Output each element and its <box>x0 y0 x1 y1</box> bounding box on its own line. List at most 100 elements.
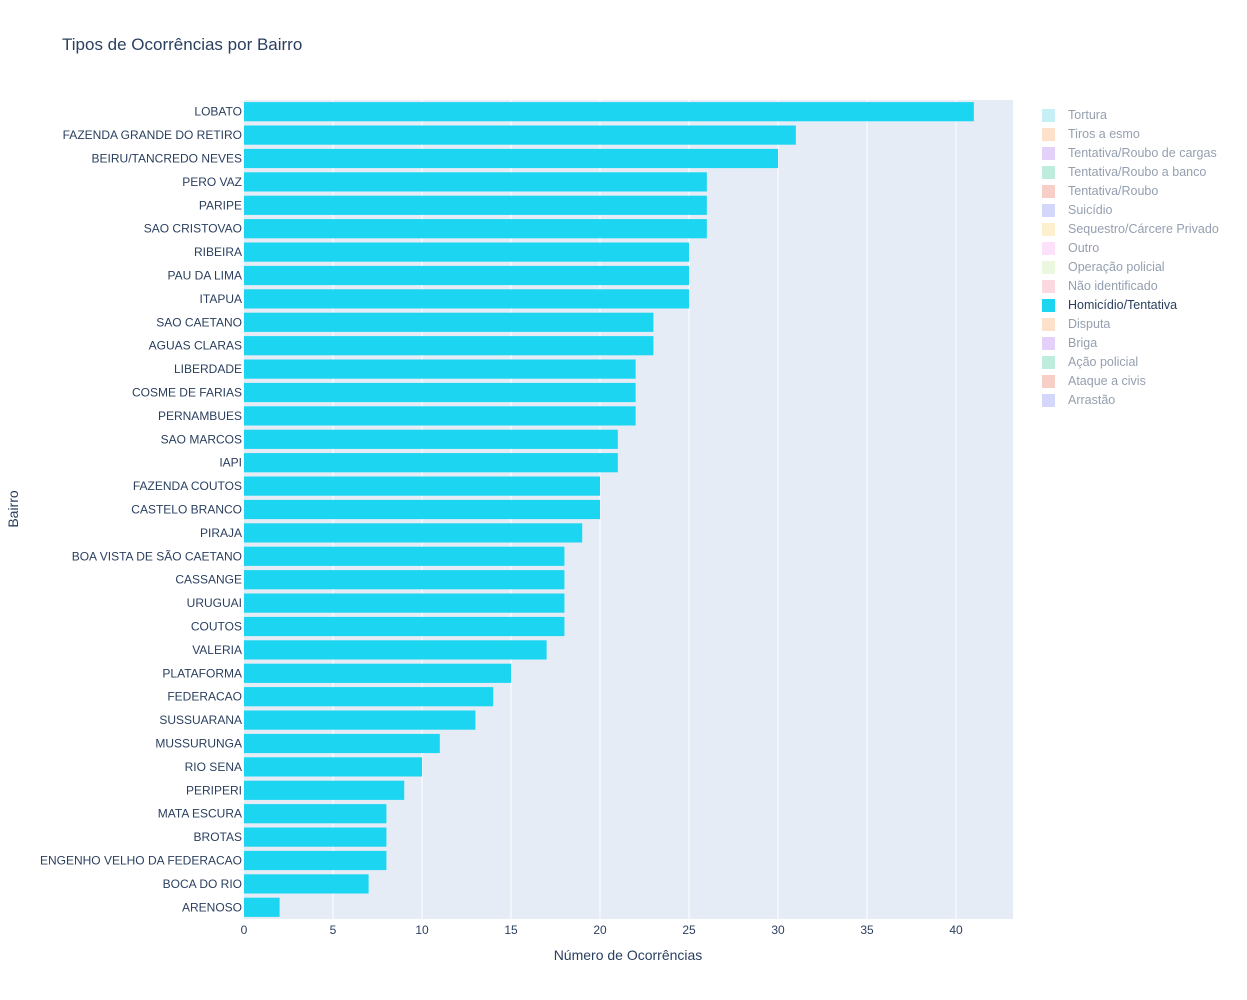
legend-swatch <box>1042 280 1055 293</box>
legend-label: Ataque a civis <box>1068 374 1146 388</box>
legend-item[interactable]: Não identificado <box>1042 279 1158 293</box>
y-tick-label: PAU DA LIMA <box>168 269 242 283</box>
y-tick-label: SAO MARCOS <box>161 432 242 446</box>
legend[interactable]: Tortura Tiros a esmo Tentativa/Roubo de ca… <box>1042 108 1219 407</box>
legend-label: Tentativa/Roubo <box>1068 184 1158 198</box>
y-tick-label: PERNAMBUES <box>158 409 242 423</box>
legend-label: Outro <box>1068 241 1099 255</box>
legend-swatch <box>1042 185 1055 198</box>
legend-item[interactable]: Sequestro/Cárcere Privado <box>1042 222 1219 236</box>
legend-swatch <box>1042 299 1055 312</box>
chart-title: Tipos de Ocorrências por Bairro <box>62 35 302 54</box>
legend-item[interactable]: Tentativa/Roubo <box>1042 184 1158 198</box>
y-tick-label: ENGENHO VELHO DA FEDERACAO <box>40 854 242 868</box>
legend-item[interactable]: Tortura <box>1042 108 1107 122</box>
y-tick-label: SAO CAETANO <box>156 315 242 329</box>
legend-swatch <box>1042 242 1055 255</box>
bar[interactable] <box>244 148 779 169</box>
y-tick-label: VALERIA <box>192 643 242 657</box>
bar[interactable] <box>244 804 387 824</box>
bar[interactable] <box>244 289 690 309</box>
bar[interactable] <box>244 710 476 730</box>
bar[interactable] <box>244 570 565 590</box>
bar[interactable] <box>244 312 654 332</box>
x-tick-label: 0 <box>241 923 248 937</box>
bar[interactable] <box>244 757 423 777</box>
bar[interactable] <box>244 172 707 192</box>
bar[interactable] <box>244 195 707 215</box>
bar[interactable] <box>244 219 707 239</box>
legend-item[interactable]: Tiros a esmo <box>1042 127 1140 141</box>
legend-swatch <box>1042 337 1055 350</box>
legend-label: Tentativa/Roubo a banco <box>1068 165 1206 179</box>
bar[interactable] <box>244 499 601 520</box>
bar[interactable] <box>244 616 565 637</box>
y-tick-label: COUTOS <box>191 620 242 634</box>
bar[interactable] <box>244 546 565 566</box>
legend-item[interactable]: Briga <box>1042 336 1097 350</box>
x-tick-label: 25 <box>682 923 696 937</box>
y-tick-label: AGUAS CLARAS <box>149 339 242 353</box>
legend-item[interactable]: Ação policial <box>1042 355 1138 369</box>
legend-item[interactable]: Suicídio <box>1042 203 1113 217</box>
legend-item[interactable]: Disputa <box>1042 317 1110 331</box>
bar[interactable] <box>244 780 405 800</box>
x-axis-tick-labels: 0 5 10 15 20 25 30 35 40 <box>241 923 963 937</box>
legend-swatch <box>1042 223 1055 236</box>
legend-label: Operação policial <box>1068 260 1165 274</box>
legend-item[interactable]: Tentativa/Roubo de cargas <box>1042 146 1217 160</box>
bar[interactable] <box>244 265 690 286</box>
y-tick-label: IAPI <box>219 456 242 470</box>
x-tick-label: 10 <box>415 923 429 937</box>
legend-label: Homicídio/Tentativa <box>1068 298 1177 312</box>
bar[interactable] <box>244 359 636 379</box>
bar[interactable] <box>244 733 440 754</box>
bar[interactable] <box>244 593 565 613</box>
bar[interactable] <box>244 827 387 847</box>
bar[interactable] <box>244 476 601 496</box>
bar[interactable] <box>244 663 512 683</box>
y-tick-label: URUGUAI <box>187 596 242 610</box>
legend-swatch <box>1042 128 1055 141</box>
bar[interactable] <box>244 336 654 356</box>
bar[interactable] <box>244 897 280 917</box>
y-tick-label: FEDERACAO <box>167 690 242 704</box>
y-tick-label: LOBATO <box>194 105 242 119</box>
bar[interactable] <box>244 453 618 473</box>
bar[interactable] <box>244 429 618 449</box>
legend-label: Ação policial <box>1068 355 1138 369</box>
x-tick-label: 35 <box>860 923 874 937</box>
y-tick-label: MATA ESCURA <box>158 807 242 821</box>
legend-item[interactable]: Arrastão <box>1042 393 1115 407</box>
bar[interactable] <box>244 523 583 543</box>
y-axis-title: Bairro <box>5 490 21 528</box>
y-tick-label: CASSANGE <box>175 573 242 587</box>
y-tick-label: BOA VISTA DE SÃO CAETANO <box>72 549 242 563</box>
legend-item[interactable]: Homicídio/Tentativa <box>1042 298 1177 312</box>
bar[interactable] <box>244 242 690 262</box>
y-tick-label: COSME DE FARIAS <box>132 386 242 400</box>
bar[interactable] <box>244 382 636 403</box>
x-tick-label: 40 <box>949 923 963 937</box>
bar[interactable] <box>244 687 494 707</box>
legend-item[interactable]: Ataque a civis <box>1042 374 1146 388</box>
bar[interactable] <box>244 125 796 145</box>
y-tick-label: ARENOSO <box>182 900 242 914</box>
legend-item[interactable]: Tentativa/Roubo a banco <box>1042 165 1206 179</box>
bar[interactable] <box>244 874 369 894</box>
legend-item[interactable]: Operação policial <box>1042 260 1165 274</box>
y-axis-tick-labels: LOBATO FAZENDA GRANDE DO RETIRO BEIRU/TANC… <box>40 105 242 915</box>
x-tick-label: 30 <box>771 923 785 937</box>
y-tick-label: SAO CRISTOVAO <box>144 222 242 236</box>
bar[interactable] <box>244 102 974 122</box>
legend-item[interactable]: Outro <box>1042 241 1099 255</box>
y-tick-label: MUSSURUNGA <box>155 737 242 751</box>
legend-label: Sequestro/Cárcere Privado <box>1068 222 1219 236</box>
bar[interactable] <box>244 640 547 660</box>
legend-swatch <box>1042 375 1055 388</box>
legend-label: Briga <box>1068 336 1097 350</box>
bar[interactable] <box>244 406 636 426</box>
y-tick-label: BOCA DO RIO <box>163 877 242 891</box>
bar[interactable] <box>244 850 387 871</box>
